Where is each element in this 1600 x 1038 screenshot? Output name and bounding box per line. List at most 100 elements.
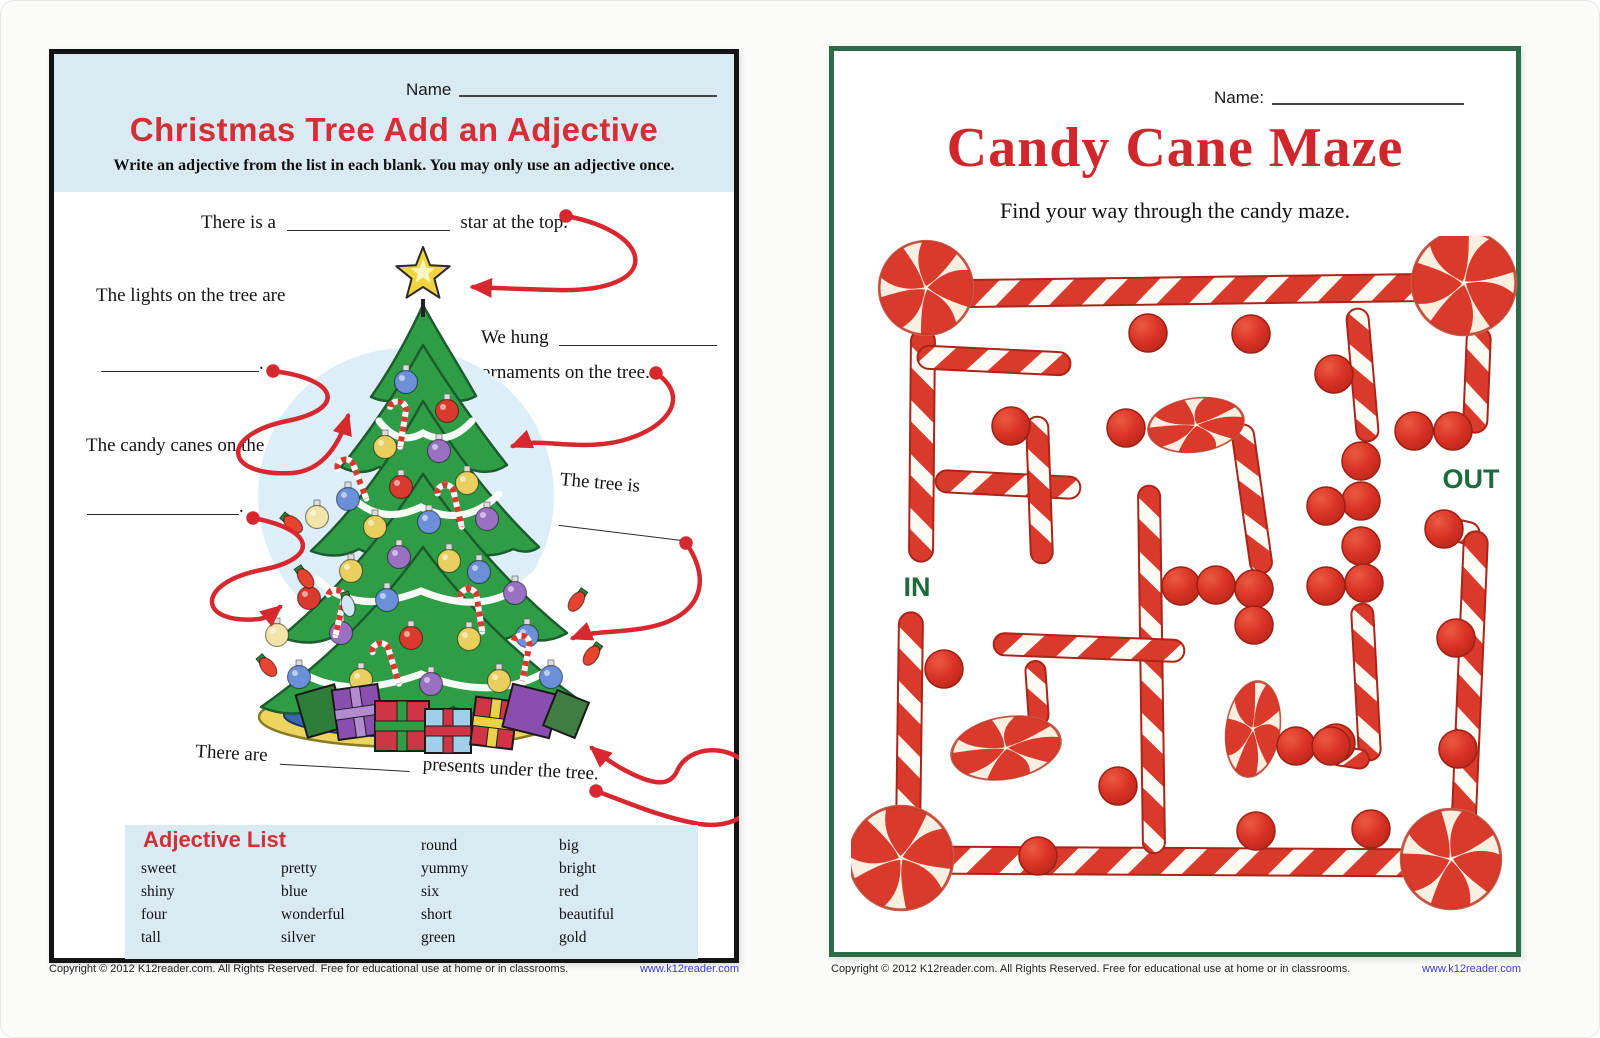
- adjective-word: beautiful: [559, 906, 615, 923]
- candy-dot: [1433, 411, 1473, 451]
- adjective-word: green: [421, 929, 456, 946]
- sentence-lights: The lights on the tree are: [96, 285, 285, 307]
- adjective-list-title: Adjective List: [143, 827, 287, 852]
- sentence-tree-is: The tree is: [559, 469, 641, 498]
- maze-walls: [895, 272, 1492, 878]
- sentence-text: There are: [194, 741, 269, 767]
- ornament: [434, 393, 460, 424]
- ornament: [393, 364, 419, 395]
- adjective-word: big: [559, 837, 579, 854]
- present-box: [374, 700, 430, 752]
- candy-dot: [1234, 605, 1274, 645]
- candy-cane-wall: [895, 611, 924, 841]
- ornament: [466, 554, 492, 585]
- candy-dot: [1231, 314, 1271, 354]
- sentence-ornaments: We hung: [481, 327, 718, 349]
- candy-cane-wall: [905, 845, 1457, 878]
- candy-dot: [1341, 481, 1381, 521]
- sentence-text: .: [683, 522, 691, 544]
- adjective-word: tall: [141, 929, 161, 946]
- candy-dot: [1106, 408, 1146, 448]
- candy-cane-wall: [916, 344, 1072, 377]
- tree-background-circle: [258, 348, 554, 644]
- tree-garland: [285, 417, 565, 692]
- page-title: Christmas Tree Add an Adjective: [129, 111, 659, 148]
- tree-ornaments: [264, 364, 564, 697]
- sentence-presents: There are presents under the tree.: [195, 741, 600, 786]
- adjective-word: round: [421, 837, 458, 854]
- maze-out-label: OUT: [1443, 464, 1501, 494]
- adjective-word: sweet: [141, 860, 177, 877]
- arrow-tree-is: [569, 536, 703, 641]
- hanging-candy-cane: [510, 632, 533, 685]
- website-link[interactable]: www.k12reader.com: [639, 963, 739, 975]
- adjective-word: wonderful: [281, 906, 345, 923]
- candy-cane-wall: [1442, 517, 1481, 546]
- present-box: [424, 708, 472, 754]
- page-instructions: Write an adjective from the list in each…: [113, 157, 675, 174]
- ornament: [456, 621, 482, 652]
- presents: [294, 682, 591, 754]
- candy-dot: [1341, 526, 1381, 566]
- peppermint-candy: [1211, 668, 1289, 790]
- ornament: [416, 504, 442, 535]
- candy-dot: [924, 649, 964, 689]
- copyright-text: Copyright © 2012 K12reader.com. All Righ…: [49, 963, 569, 975]
- arrow-candycanes: [209, 511, 306, 627]
- sentence-text: .: [259, 353, 264, 374]
- candy-dot: [1196, 565, 1236, 605]
- adjective-column: round yummy six short green: [421, 834, 468, 949]
- sentence-text: star at the top.: [460, 212, 569, 233]
- tree-candy-canes: [325, 398, 533, 687]
- candy-cane-wall: [1450, 530, 1489, 843]
- candy-cane-wall: [908, 328, 936, 563]
- blank-line: [101, 354, 259, 372]
- candy-cane-maze: IN OUT: [851, 236, 1521, 926]
- footer-right-page: Copyright © 2012 K12reader.com. All Righ…: [831, 963, 1521, 975]
- candy-dot: [1316, 723, 1356, 763]
- ornament: [374, 582, 400, 613]
- ornament: [538, 659, 564, 690]
- sentence-text: The lights on the tree are: [96, 285, 286, 306]
- sentence-ornaments-2: ornaments on the tree.: [481, 362, 650, 384]
- ornament: [486, 663, 512, 694]
- peppermint-candy: [852, 236, 991, 361]
- adjective-word: blue: [281, 883, 308, 900]
- maze-in-label: IN: [904, 572, 931, 602]
- candy-dot: [1306, 486, 1346, 526]
- sentence-candycanes: The candy canes on the tree look: [86, 435, 336, 457]
- sentence-text: presents under the tree.: [422, 753, 600, 785]
- peppermint-candy: [932, 701, 1068, 797]
- blank-line: [558, 507, 686, 542]
- candy-dot: [1306, 566, 1346, 606]
- blank-line: [279, 746, 411, 772]
- adjective-column: pretty blue wonderful silver: [281, 857, 345, 949]
- hanging-candy-cane: [334, 456, 370, 502]
- website-link[interactable]: www.k12reader.com: [1421, 963, 1521, 975]
- candy-dot: [1236, 811, 1276, 851]
- candy-dot: [991, 406, 1031, 446]
- present-box: [541, 688, 591, 740]
- candy-cane-wall: [1329, 745, 1370, 770]
- page-subtitle: Find your way through the candy maze.: [999, 198, 1351, 223]
- tree-rug: [257, 685, 565, 749]
- candy-dot: [1311, 726, 1351, 766]
- maze-worksheet-page: Name: Candy Cane Maze Find your way thro…: [829, 46, 1521, 957]
- arrow-lights: [236, 364, 352, 476]
- footer-left-page: Copyright © 2012 K12reader.com. All Righ…: [49, 963, 739, 975]
- arrow-presents: [589, 745, 739, 828]
- sentence-text: We hung: [481, 327, 549, 348]
- ornament: [502, 575, 528, 606]
- blank-line: [559, 328, 718, 346]
- candy-dot: [1161, 566, 1201, 606]
- candy-cane-wall: [1231, 423, 1273, 575]
- maze-peppermints: [851, 236, 1521, 926]
- name-field-row: Name: [406, 80, 718, 100]
- adjective-worksheet-page: Name Christmas Tree Add an Adjective Wri…: [49, 49, 739, 963]
- peppermint-candy: [1373, 780, 1521, 926]
- hanging-candy-cane: [369, 640, 402, 687]
- name-label: Name: [406, 80, 452, 99]
- ornament: [372, 429, 398, 460]
- ornament: [304, 499, 330, 530]
- hanging-candy-cane: [434, 482, 465, 530]
